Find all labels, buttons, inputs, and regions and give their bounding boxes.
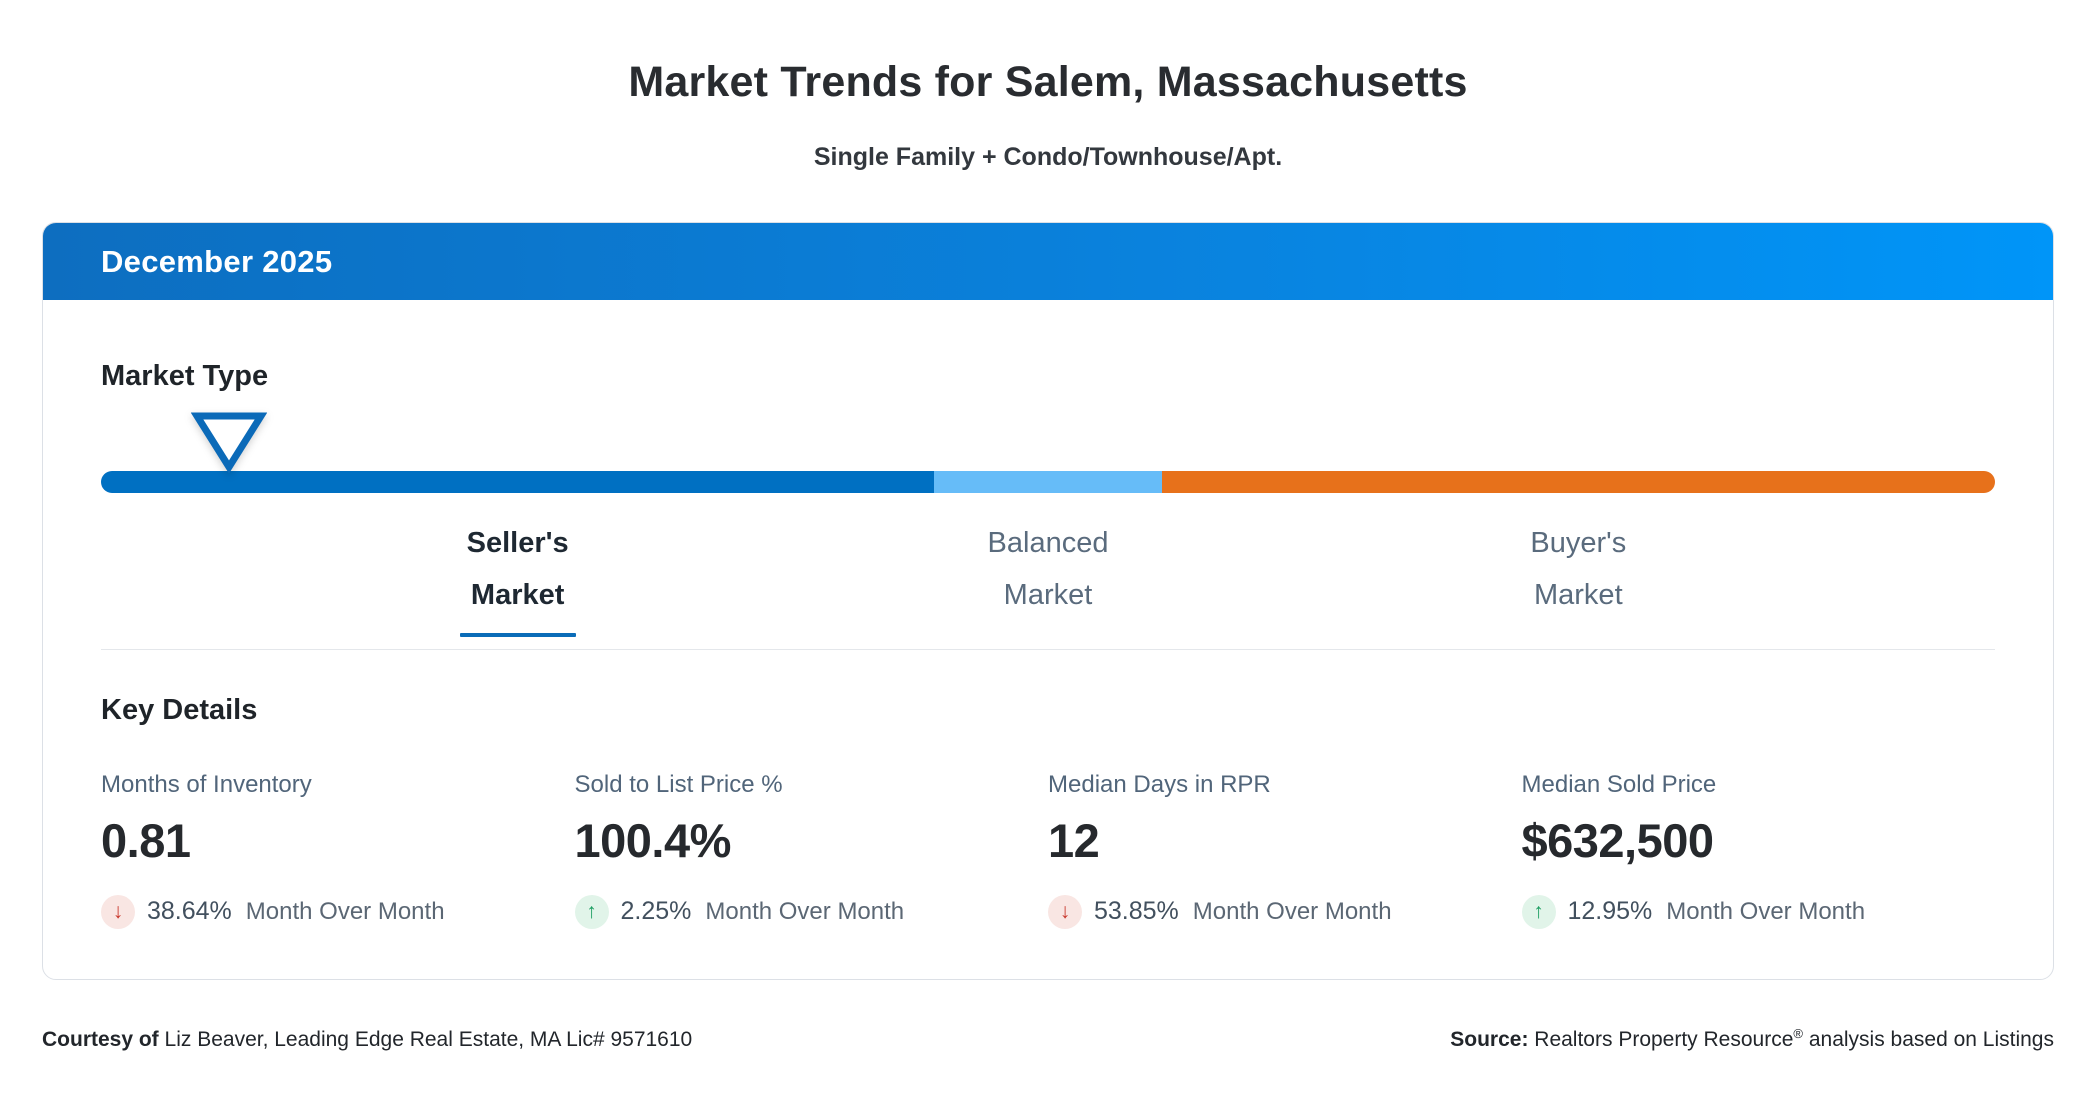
footer: Courtesy of Liz Beaver, Leading Edge Rea…: [42, 1026, 2054, 1052]
section-divider: [101, 649, 1995, 650]
key-details-metrics: Months of Inventory 0.81 ↓ 38.64% Month …: [101, 771, 1995, 929]
arrow-glyph: ↓: [112, 899, 124, 923]
market-trends-card: December 2025 Market Type Seller's Marke…: [42, 222, 2054, 980]
metric-value: 12: [1048, 814, 1100, 867]
active-market-underline: [459, 633, 576, 637]
metric-value: $632,500: [1521, 814, 1715, 867]
change-period: Month Over Month: [245, 897, 445, 925]
arrow-glyph: ↑: [586, 899, 597, 923]
metric-value: 0.81: [101, 814, 191, 867]
metric-label: Median Sold Price: [1521, 771, 1717, 798]
page-subtitle: Single Family + Condo/Townhouse/Apt.: [813, 143, 1283, 171]
period-label: December 2025: [101, 243, 333, 279]
market-label-line1: Balanced: [987, 527, 1109, 559]
metric-label: Median Days in RPR: [1048, 771, 1271, 798]
slider-marker-icon: [190, 411, 268, 474]
change-period: Month Over Month: [1192, 897, 1392, 925]
metric-change: ↑ 12.95% Month Over Month: [1521, 894, 1996, 929]
trend-arrow-icon: ↓: [101, 894, 135, 929]
market-label-line1: Seller's: [466, 527, 569, 559]
market-label-line1: Buyer's: [1530, 527, 1627, 559]
source-text: Realtors Property Resource: [1528, 1027, 1794, 1051]
market-labels-row: Seller's Market Balanced Market Buyer's …: [101, 517, 1995, 649]
trend-arrow-icon: ↓: [1048, 894, 1082, 929]
courtesy-text: Liz Beaver, Leading Edge Real Estate, MA…: [158, 1027, 693, 1051]
card-body: Market Type Seller's Market Balanced Mar…: [43, 300, 2053, 979]
seller-zone-segment: [101, 471, 935, 493]
market-type-scale: [101, 471, 1995, 493]
source-line: Source: Realtors Property Resource® anal…: [1450, 1026, 2054, 1052]
market-label-line2: Market: [1003, 579, 1093, 611]
trend-arrow-icon: ↑: [1521, 894, 1556, 929]
market-type-slider: [101, 411, 1995, 493]
market-type-heading: Market Type: [101, 360, 269, 392]
metric-sold-to-list-price: Sold to List Price % 100.4% ↑ 2.25% Mont…: [574, 771, 1049, 929]
page-title: Market Trends for Salem, Massachusetts: [628, 58, 1468, 106]
metric-change: ↓ 53.85% Month Over Month: [1048, 894, 1522, 929]
source-text-suffix: analysis based on Listings: [1803, 1027, 2054, 1051]
arrow-glyph: ↓: [1059, 899, 1071, 923]
courtesy-line: Courtesy of Liz Beaver, Leading Edge Rea…: [42, 1028, 692, 1052]
balanced-zone-segment: [934, 471, 1162, 493]
change-period: Month Over Month: [1666, 897, 1866, 925]
registered-trademark-icon: ®: [1793, 1025, 1803, 1041]
market-label-buyers: Buyer's Market: [1530, 517, 1626, 621]
change-percent: 53.85%: [1094, 897, 1179, 926]
metric-median-sold-price: Median Sold Price $632,500 ↑ 12.95% Mont…: [1521, 771, 1996, 929]
metric-months-of-inventory: Months of Inventory 0.81 ↓ 38.64% Month …: [101, 771, 575, 929]
courtesy-label: Courtesy of: [42, 1027, 159, 1051]
arrow-glyph: ↑: [1533, 899, 1544, 923]
metric-change: ↓ 38.64% Month Over Month: [101, 894, 575, 929]
market-label-balanced: Balanced Market: [988, 517, 1109, 621]
metric-value: 100.4%: [574, 814, 732, 867]
change-percent: 2.25%: [620, 897, 692, 926]
change-period: Month Over Month: [705, 897, 905, 925]
market-label-line2: Market: [470, 579, 565, 611]
buyer-zone-segment: [1161, 471, 1995, 493]
metric-median-days-in-rpr: Median Days in RPR 12 ↓ 53.85% Month Ove…: [1048, 771, 1522, 929]
metric-change: ↑ 2.25% Month Over Month: [574, 894, 1049, 929]
card-header: December 2025: [43, 223, 2053, 300]
key-details-heading: Key Details: [101, 694, 258, 726]
source-label: Source:: [1450, 1027, 1529, 1051]
market-label-sellers: Seller's Market: [459, 517, 576, 637]
market-label-line2: Market: [1533, 579, 1623, 611]
metric-label: Sold to List Price %: [574, 771, 783, 798]
change-percent: 12.95%: [1567, 897, 1653, 926]
trend-arrow-icon: ↑: [574, 894, 609, 929]
change-percent: 38.64%: [147, 897, 232, 926]
metric-label: Months of Inventory: [101, 771, 312, 798]
